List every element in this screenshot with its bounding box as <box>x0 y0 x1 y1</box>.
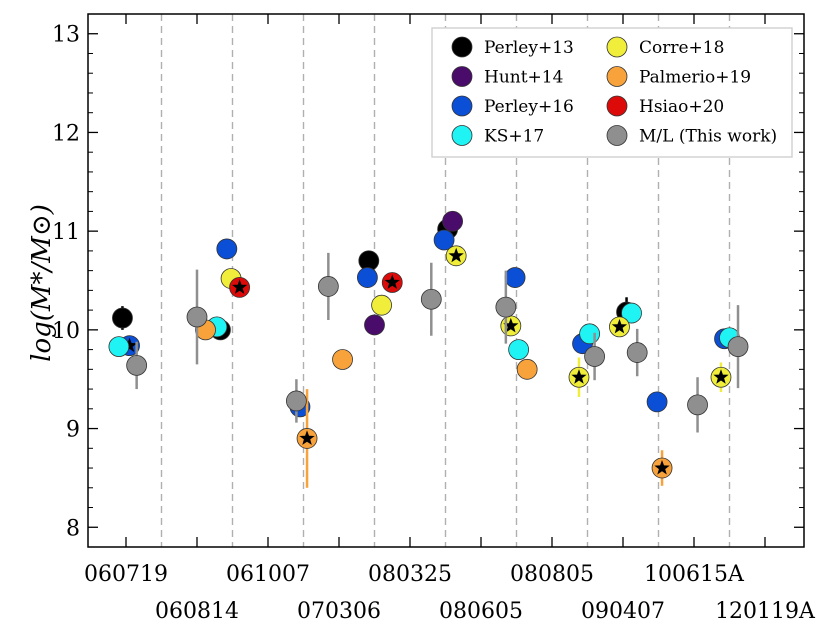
x-tick-label: 061007 <box>226 562 310 587</box>
y-tick-label: 12 <box>52 121 80 146</box>
data-point <box>504 267 526 288</box>
series-Palmerio+19 <box>195 319 673 488</box>
tick-labels: 8 9 10 11 12 13 060719 060814 061007 070306 080325… <box>52 23 816 624</box>
data-point <box>126 354 148 376</box>
star-marker <box>299 430 315 445</box>
legend-label: Perley+16 <box>484 97 574 117</box>
x-tick-label: 080805 <box>510 562 594 587</box>
x-tick-label: 100615A <box>644 562 745 587</box>
star-marker <box>654 460 670 475</box>
legend-label: KS+17 <box>484 127 544 147</box>
y-tick-label: 8 <box>66 516 80 541</box>
data-point <box>621 302 642 324</box>
plot-frame <box>87 13 805 548</box>
data-point <box>332 349 353 370</box>
legend-label: Palmerio+19 <box>639 68 751 88</box>
data-point <box>371 294 393 316</box>
x-tick-label: 060814 <box>155 599 239 624</box>
series-M/L (This work) <box>126 252 749 433</box>
legend-marker <box>451 95 473 117</box>
data-point <box>687 394 708 416</box>
data-point <box>495 296 517 318</box>
legend-label: Corre+18 <box>639 38 724 58</box>
x-tick-label: 070306 <box>297 599 381 624</box>
data-point <box>433 229 455 251</box>
data-point <box>579 323 601 345</box>
data-point <box>356 267 378 288</box>
x-tick-label: 080605 <box>439 599 523 624</box>
legend-marker <box>451 125 473 146</box>
legend: Perley+13 Hunt+14 Perley+16 KS+17 Corre+18 Pa… <box>431 27 793 158</box>
legend-marker <box>606 36 628 58</box>
data-point <box>285 390 307 412</box>
legend-marker <box>606 95 628 117</box>
legend-marker <box>451 66 473 87</box>
data-point <box>727 336 749 358</box>
data-point <box>516 358 538 380</box>
x-tick-label: 090407 <box>581 599 665 624</box>
star-marker <box>611 318 628 334</box>
legend-label: M/L (This work) <box>639 127 777 147</box>
y-tick-label: 13 <box>52 23 80 48</box>
data-point <box>420 288 442 310</box>
data-point <box>626 342 648 363</box>
legend-marker <box>606 66 628 87</box>
data-point <box>112 307 133 329</box>
legend-label: Hunt+14 <box>484 68 563 88</box>
star-marker <box>384 274 400 289</box>
star-marker <box>713 369 729 384</box>
legend-marker <box>606 125 628 146</box>
data-marks <box>108 210 749 488</box>
y-tick-label: 9 <box>66 418 80 443</box>
data-point <box>508 339 530 360</box>
series-Hsiao+20 <box>229 272 403 298</box>
data-point <box>584 346 605 367</box>
data-point <box>317 276 339 297</box>
legend-label: Hsiao+20 <box>639 97 724 117</box>
data-point <box>186 306 208 328</box>
legend-marker <box>451 36 473 58</box>
star-marker <box>503 317 519 333</box>
y-tick-label: 10 <box>52 319 80 344</box>
series-Hunt+14 <box>364 210 464 336</box>
axes <box>87 13 805 548</box>
star-marker <box>571 369 587 384</box>
x-tick-label: 060719 <box>84 562 168 587</box>
legend-label: Perley+13 <box>484 38 574 58</box>
y-axis-label: log(M*/M⊙) <box>27 204 57 362</box>
star-marker <box>448 247 464 263</box>
series-Corre+18 <box>220 245 732 397</box>
data-point <box>216 238 238 260</box>
star-marker <box>232 279 248 294</box>
y-tick-label: 11 <box>52 220 80 245</box>
x-tick-label: 080325 <box>368 562 452 587</box>
data-point <box>646 391 668 413</box>
data-point <box>442 210 464 232</box>
x-tick-label: 120119A <box>715 599 816 624</box>
data-point <box>108 336 130 358</box>
star-marker <box>121 337 138 353</box>
data-point <box>364 314 385 336</box>
